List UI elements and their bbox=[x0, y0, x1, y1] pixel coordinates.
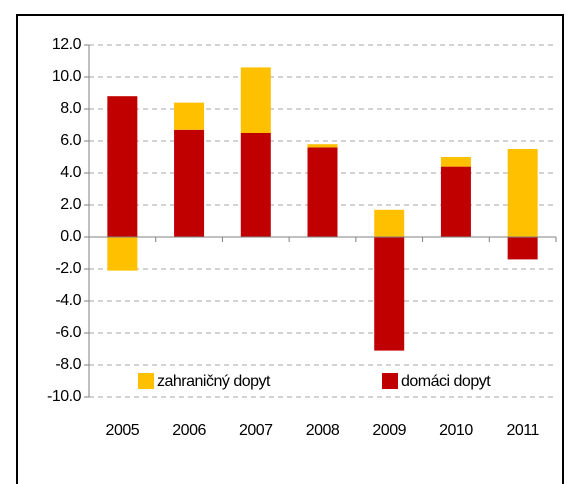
bar bbox=[307, 147, 338, 237]
y-tick-label: -6.0 bbox=[55, 324, 81, 341]
bar bbox=[374, 237, 405, 351]
y-tick-label: 12.0 bbox=[52, 36, 82, 53]
bar bbox=[440, 157, 471, 167]
x-tick-label: 2011 bbox=[506, 422, 539, 439]
y-tick-label: -4.0 bbox=[55, 292, 81, 309]
bar bbox=[240, 133, 271, 237]
frame bbox=[16, 14, 564, 484]
legend-label: zahraničný dopyt bbox=[157, 373, 271, 390]
y-tick-label: 0.0 bbox=[60, 228, 81, 245]
y-tick-label: 2.0 bbox=[60, 196, 81, 213]
bar bbox=[240, 67, 271, 133]
y-tick-label: 8.0 bbox=[60, 100, 81, 117]
x-tick-label: 2005 bbox=[106, 422, 140, 439]
bar bbox=[507, 237, 538, 260]
y-tick-label: -8.0 bbox=[55, 356, 81, 373]
x-tick-label: 2007 bbox=[239, 422, 273, 439]
y-tick-label: 4.0 bbox=[60, 164, 81, 181]
bar bbox=[307, 144, 338, 148]
bar bbox=[107, 237, 138, 271]
legend-label: domáci dopyt bbox=[401, 373, 491, 390]
bar bbox=[174, 129, 205, 237]
bar bbox=[174, 102, 205, 130]
x-tick-label: 2009 bbox=[372, 422, 406, 439]
bar bbox=[507, 149, 538, 237]
bar bbox=[374, 209, 405, 237]
x-tick-label: 2006 bbox=[172, 422, 206, 439]
bar bbox=[107, 96, 138, 237]
legend-swatch bbox=[138, 373, 154, 389]
y-tick-label: 6.0 bbox=[60, 132, 81, 149]
x-tick-label: 2010 bbox=[439, 422, 473, 439]
legend-swatch bbox=[382, 373, 398, 389]
bar bbox=[440, 166, 471, 237]
y-tick-label: 10.0 bbox=[52, 68, 82, 85]
y-tick-label: -2.0 bbox=[55, 260, 81, 277]
y-tick-label: -10.0 bbox=[47, 388, 82, 405]
x-tick-label: 2008 bbox=[306, 422, 340, 439]
